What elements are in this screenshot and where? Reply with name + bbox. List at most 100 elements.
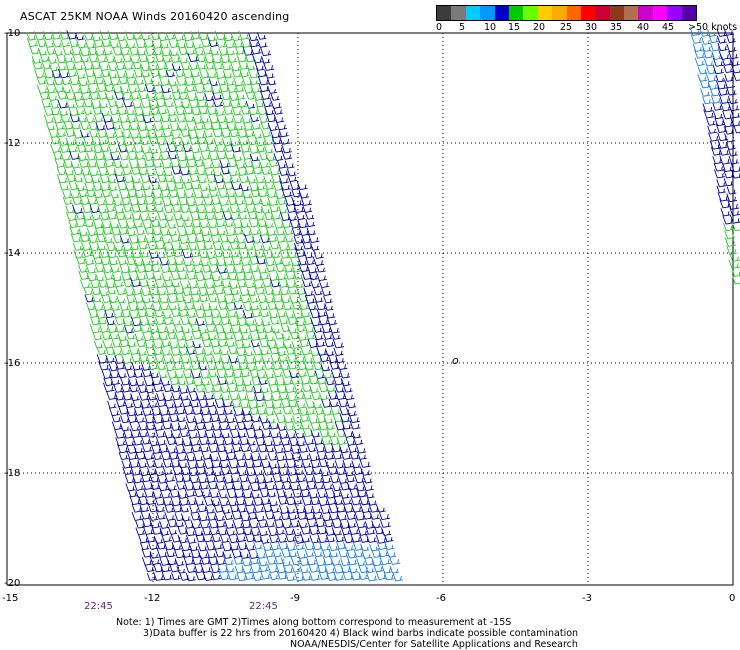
wind-barb <box>164 512 176 521</box>
wind-barb <box>112 272 123 282</box>
wind-barb <box>326 316 338 326</box>
wind-barb <box>300 308 311 318</box>
wind-barb <box>205 505 216 514</box>
wind-barb <box>371 556 383 567</box>
wind-barb <box>176 228 188 237</box>
wind-barb <box>189 180 201 190</box>
wind-barb <box>154 91 165 100</box>
wind-barb <box>298 444 309 453</box>
wind-barb <box>276 423 287 431</box>
wind-barb <box>287 473 300 484</box>
wind-barb <box>258 563 269 572</box>
wind-barb <box>162 316 173 326</box>
wind-barb <box>143 301 154 310</box>
wind-barb <box>162 310 172 319</box>
wind-barb <box>119 302 130 311</box>
wind-barb <box>264 444 275 453</box>
wind-barb <box>270 354 281 363</box>
wind-barb <box>244 242 254 251</box>
wind-barb <box>157 219 168 229</box>
wind-barb <box>292 309 304 319</box>
wind-barb <box>183 219 194 228</box>
wind-barb <box>229 241 240 250</box>
wind-barb <box>365 490 375 499</box>
wind-barb <box>275 121 287 131</box>
wind-barb <box>42 31 54 41</box>
wind-barb <box>195 318 206 326</box>
wind-barb <box>215 181 226 190</box>
wind-barb <box>152 190 163 199</box>
wind-barb <box>138 391 150 401</box>
wind-barb <box>256 32 267 40</box>
wind-barb <box>154 503 166 513</box>
wind-barb <box>153 129 165 138</box>
wind-barb <box>41 99 52 108</box>
wind-speed-legend <box>436 5 697 21</box>
wind-barb <box>131 211 142 221</box>
wind-barb <box>175 263 186 273</box>
wind-barb <box>306 264 318 274</box>
wind-barb <box>366 497 378 506</box>
wind-barb <box>219 159 230 168</box>
wind-barb <box>187 317 198 326</box>
wind-barb <box>220 506 231 514</box>
wind-barb <box>165 362 176 372</box>
wind-barb <box>103 47 113 56</box>
wind-barb <box>717 86 729 96</box>
wind-barb <box>141 436 151 445</box>
wind-barb <box>36 76 47 85</box>
wind-barb <box>211 540 224 550</box>
wind-barb <box>97 316 108 325</box>
wind-barb <box>272 106 283 115</box>
wind-barb <box>160 413 171 423</box>
wind-barb <box>183 555 195 566</box>
wind-barb <box>131 362 142 371</box>
wind-barb <box>129 242 140 251</box>
wind-barb <box>260 496 271 505</box>
wind-barb <box>256 480 268 490</box>
wind-barb <box>171 166 182 175</box>
wind-barb <box>326 429 337 438</box>
wind-barb <box>293 235 304 244</box>
wind-barb <box>86 152 97 161</box>
wind-barb <box>117 333 128 342</box>
wind-barb <box>141 407 153 416</box>
wind-barb <box>710 146 722 156</box>
wind-barb <box>56 129 66 138</box>
wind-barb <box>282 376 293 386</box>
wind-barb <box>205 323 217 333</box>
wind-barb <box>157 68 169 78</box>
wind-barb <box>333 347 344 356</box>
wind-barb <box>266 415 276 424</box>
wind-barb <box>226 84 238 94</box>
wind-barb <box>121 354 133 364</box>
wind-barb <box>311 392 321 401</box>
wind-barb <box>284 422 295 431</box>
wind-barb <box>158 144 169 153</box>
wind-barb <box>712 102 723 111</box>
wind-barb <box>142 525 154 535</box>
wind-barb <box>120 346 131 355</box>
wind-barb <box>253 354 263 363</box>
wind-barb <box>177 340 187 349</box>
wind-barb <box>125 76 137 86</box>
wind-barb <box>75 107 85 115</box>
wind-barb <box>249 153 260 162</box>
wind-barb <box>180 213 190 222</box>
wind-barb <box>312 435 324 445</box>
wind-barb <box>206 362 217 371</box>
wind-barb <box>215 482 226 491</box>
wind-barb <box>166 108 177 117</box>
wind-barb <box>90 61 101 70</box>
wind-barb <box>85 302 96 311</box>
wind-barb <box>297 219 308 229</box>
wind-barb <box>195 384 205 393</box>
lon-label-6: -6 <box>436 593 446 604</box>
wind-barb <box>249 413 262 423</box>
wind-barb <box>158 406 170 416</box>
wind-barb <box>207 443 220 453</box>
wind-barb <box>159 227 170 236</box>
wind-barb <box>296 181 308 191</box>
wind-barb <box>219 460 230 469</box>
wind-barb <box>148 286 160 296</box>
